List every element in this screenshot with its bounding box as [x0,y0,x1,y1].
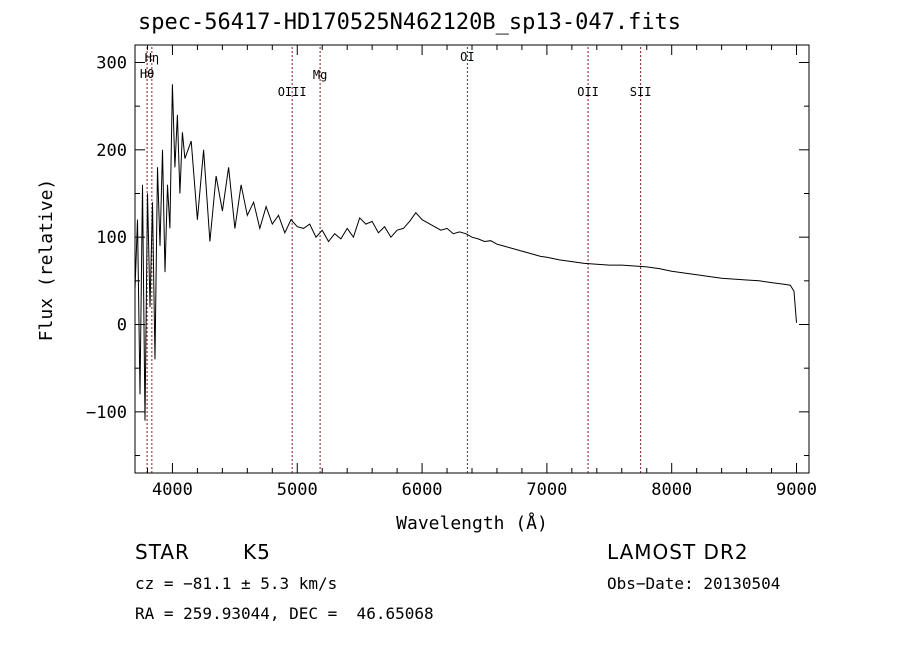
x-axis-ticks: 4000 5000 6000 7000 8000 9000 [146,45,817,500]
x-tick-label: 9000 [776,480,817,500]
y-tick-label: 200 [96,141,127,161]
object-class: STAR [135,540,190,564]
y-axis-ticks: −100 0 100 200 300 [86,53,809,457]
y-tick-label: 0 [117,316,127,336]
x-tick-label: 6000 [402,480,443,500]
coordinates: RA = 259.93044, DEC = 46.65068 [135,604,434,623]
y-tick-label: 300 [96,53,127,73]
redshift-cz: cz = −81.1 ± 5.3 km/s [135,574,338,593]
x-axis-label: Wavelength (Å) [396,512,548,534]
spectral-line-label: OII [577,85,599,99]
object-subclass: K5 [243,540,271,564]
emission-line-markers: Hη Hθ OIII Mg OI OII SII [140,47,652,473]
survey-name: LAMOST DR2 [607,540,749,564]
y-tick-label: −100 [86,403,127,423]
y-axis-label: Flux (relative) [36,179,57,342]
spectral-line-label: Hθ [140,67,154,81]
x-tick-label: 5000 [277,480,318,500]
plot-frame [134,44,810,474]
spectral-line-label: Hη [145,51,159,65]
observation-date: Obs−Date: 20130504 [607,574,781,593]
x-tick-label: 7000 [526,480,567,500]
x-tick-label: 8000 [651,480,692,500]
x-tick-label: 4000 [152,480,193,500]
spectrum-line [134,84,797,421]
spectral-line-label: SII [630,85,652,99]
spectral-line-label: OI [460,50,474,64]
spectral-line-label: Mg [313,68,327,82]
chart-title: spec-56417-HD170525N462120B_sp13-047.fit… [138,10,682,35]
spectral-line-label: OIII [278,85,307,99]
y-tick-label: 100 [96,228,127,248]
